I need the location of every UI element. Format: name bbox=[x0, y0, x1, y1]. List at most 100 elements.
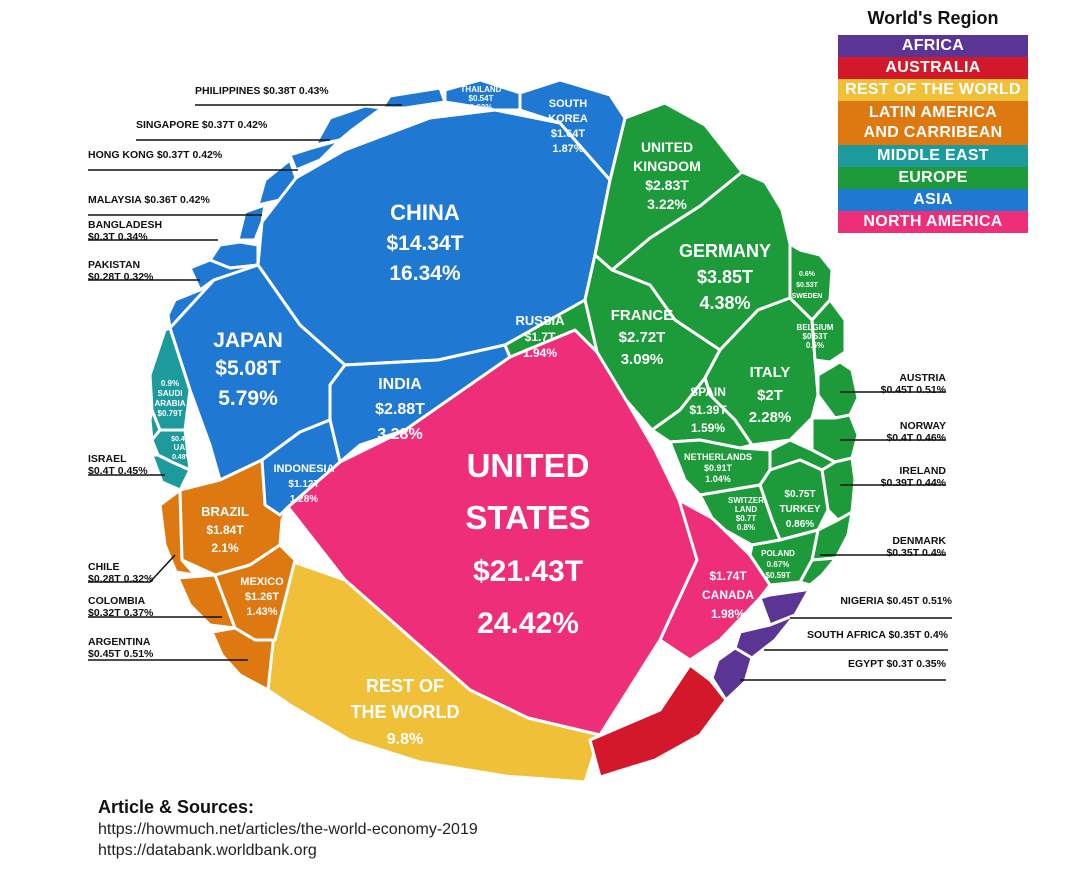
callout-text-bangladesh-0: BANGLADESH bbox=[88, 219, 162, 231]
callout-text-egypt-0: EGYPT $0.3T 0.35% bbox=[848, 658, 947, 670]
label-netherlands-line-0: NETHERLANDS bbox=[684, 452, 752, 462]
label-italy-line-0: ITALY bbox=[750, 364, 791, 381]
label-china-line-0: CHINA bbox=[390, 200, 460, 225]
callout-south-africa: SOUTH AFRICA $0.35T 0.4% bbox=[764, 629, 949, 651]
label-netherlands-line-2: 1.04% bbox=[705, 474, 731, 484]
legend-title: World's Region bbox=[867, 8, 999, 28]
label-poland-line-0: POLAND bbox=[761, 549, 795, 558]
cell-belgium bbox=[788, 296, 847, 364]
callout-colombia: COLOMBIA$0.32T 0.37% bbox=[88, 595, 222, 619]
callout-singapore: SINGAPORE $0.37T 0.42% bbox=[136, 119, 330, 141]
label-france-line-1: $2.72T bbox=[619, 329, 666, 346]
label-saudi-arabia-line-2: ARABIA bbox=[154, 399, 185, 408]
label-rest-of-the-world: REST OF THE WORLD 9.8% bbox=[351, 676, 460, 748]
callout-text-norway-0: NORWAY bbox=[900, 420, 946, 432]
callout-text-ireland-1: $0.39T 0.44% bbox=[881, 477, 947, 489]
source-link-howmuch[interactable]: https://howmuch.net/articles/the-world-e… bbox=[98, 821, 478, 838]
label-south-korea-line-3: 1.87% bbox=[552, 143, 583, 155]
cell-rest-of-the-world bbox=[266, 556, 602, 784]
label-indonesia-line-1: $1.12T bbox=[288, 479, 319, 490]
callout-text-nigeria-0: NIGERIA $0.45T 0.51% bbox=[840, 595, 952, 607]
legend-item-rest-of-the-world: REST OF THE WORLD bbox=[838, 79, 1028, 101]
callout-text-pakistan-0: PAKISTAN bbox=[88, 259, 140, 271]
legend-item-asia: ASIA bbox=[838, 189, 1028, 211]
label-canada-line-1: CANADA bbox=[702, 588, 754, 602]
callout-austria: AUSTRIA$0.45T 0.51% bbox=[840, 372, 947, 396]
callout-line-chile bbox=[88, 554, 176, 583]
label-switzerland-line-1: LAND bbox=[735, 505, 757, 514]
label-rest-of-the-world-line-1: THE WORLD bbox=[351, 702, 460, 722]
callout-text-argentina-0: ARGENTINA bbox=[88, 636, 151, 648]
label-poland: POLAND 0.67% $0.59T bbox=[761, 549, 795, 580]
label-united-states-line-1: STATES bbox=[465, 499, 590, 536]
label-india-line-0: INDIA bbox=[378, 376, 422, 393]
label-south-korea: SOUTH KOREA $1.64T 1.87% bbox=[548, 98, 588, 155]
label-switzerland-line-0: SWITZER bbox=[728, 496, 764, 505]
label-indonesia-line-2: 1.28% bbox=[290, 494, 318, 505]
label-mexico-line-1: $1.26T bbox=[245, 591, 280, 603]
label-japan-line-2: 5.79% bbox=[218, 387, 278, 410]
label-rest-of-the-world-line-0: REST OF bbox=[366, 676, 444, 696]
label-switzerland-line-2: $0.7T bbox=[736, 514, 757, 523]
label-thailand-line-2: 0.62% bbox=[470, 103, 493, 112]
label-mexico-line-2: 1.43% bbox=[246, 606, 277, 618]
label-spain-line-1: $1.39T bbox=[689, 403, 727, 417]
label-russia: RUSSIA $1.7T 1.94% bbox=[515, 313, 565, 360]
cell-russia bbox=[503, 298, 599, 359]
legend-item-latin-america-and-carribean: LATIN AMERICA AND CARRIBEAN bbox=[838, 101, 1028, 145]
label-saudi-arabia-line-3: $0.79T bbox=[158, 409, 183, 418]
label-belgium-line-2: 0.6% bbox=[806, 341, 824, 350]
label-canada-line-0: $1.74T bbox=[709, 569, 747, 583]
label-china: CHINA $14.34T 16.34% bbox=[386, 200, 463, 285]
label-sweden: 0.6% $0.53T SWEDEN bbox=[792, 271, 823, 300]
callout-text-ireland-0: IRELAND bbox=[899, 465, 946, 477]
label-saudi-arabia-line-0: 0.9% bbox=[161, 379, 179, 388]
label-spain: SPAIN $1.39T 1.59% bbox=[689, 385, 727, 435]
source-link-worldbank[interactable]: https://databank.worldbank.org bbox=[98, 842, 317, 859]
label-rest-of-the-world-line-2: 9.8% bbox=[387, 731, 423, 748]
cell-thailand bbox=[443, 78, 522, 112]
callout-ireland: IRELAND$0.39T 0.44% bbox=[840, 465, 947, 489]
label-spain-line-0: SPAIN bbox=[690, 385, 726, 399]
egypt-cell bbox=[710, 646, 754, 702]
label-mexico-line-0: MEXICO bbox=[240, 576, 284, 588]
label-united-kingdom-line-0: UNITED bbox=[641, 139, 693, 155]
cell-saudi-arabia bbox=[148, 326, 192, 432]
label-france-line-0: FRANCE bbox=[611, 307, 674, 324]
legend-item-north-america: NORTH AMERICA bbox=[838, 211, 1028, 233]
label-china-line-1: $14.34T bbox=[386, 232, 463, 255]
callout-philippines: PHILIPPINES $0.38T 0.43% bbox=[195, 85, 402, 106]
label-switzerland-line-3: 0.8% bbox=[737, 523, 755, 532]
label-netherlands-line-1: $0.91T bbox=[704, 463, 733, 473]
philippines-cell bbox=[380, 86, 447, 110]
label-japan-line-1: $5.08T bbox=[215, 357, 281, 380]
label-united-states: UNITED STATES $21.43T 24.42% bbox=[465, 447, 590, 640]
label-japan: JAPAN $5.08T 5.79% bbox=[213, 329, 283, 410]
label-united-kingdom-line-2: $2.83T bbox=[645, 177, 689, 193]
label-india-line-2: 3.28% bbox=[377, 426, 422, 443]
label-mexico: MEXICO $1.26T 1.43% bbox=[240, 576, 284, 618]
label-brazil-line-0: BRAZIL bbox=[201, 504, 249, 519]
label-belgium-line-0: BELGIUM bbox=[797, 323, 834, 332]
label-uae-line-1: UAE bbox=[174, 443, 192, 452]
callout-text-austria-0: AUSTRIA bbox=[899, 372, 946, 384]
callout-text-israel-0: ISRAEL bbox=[88, 453, 127, 465]
label-south-korea-line-1: KOREA bbox=[548, 113, 588, 125]
sources-title: Article & Sources: bbox=[98, 797, 255, 817]
label-turkey-line-0: $0.75T bbox=[784, 489, 815, 500]
callout-text-chile-1: $0.28T 0.32% bbox=[88, 573, 154, 585]
cell-south-korea bbox=[518, 78, 627, 182]
legend-item-africa: AFRICA bbox=[838, 35, 1028, 57]
callout-nigeria: NIGERIA $0.45T 0.51% bbox=[790, 595, 953, 619]
colombia-cell bbox=[176, 573, 237, 630]
cell-uae bbox=[150, 428, 192, 472]
label-thailand-line-0: THAILAND bbox=[461, 85, 502, 94]
label-sweden-line-0: 0.6% bbox=[799, 271, 816, 278]
bangladesh-cell bbox=[236, 203, 267, 242]
label-thailand-line-1: $0.54T bbox=[469, 94, 494, 103]
